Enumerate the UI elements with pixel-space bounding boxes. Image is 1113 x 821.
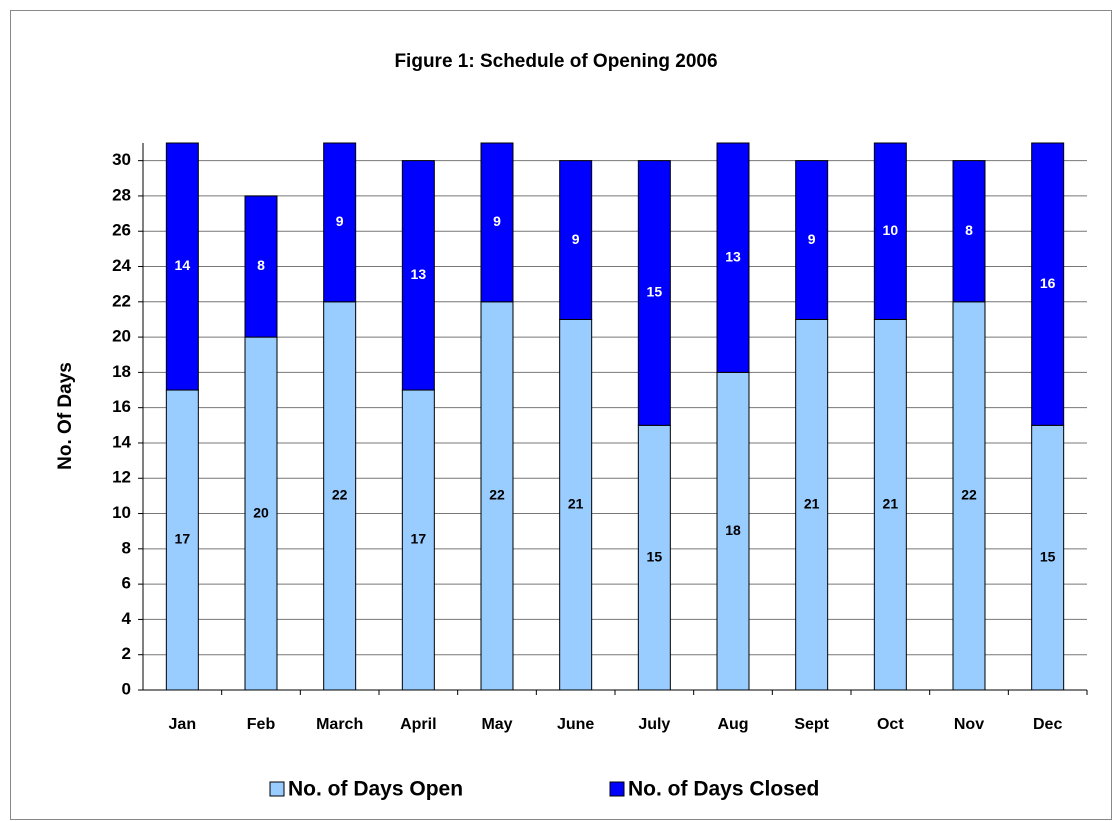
y-tick-label: 6 [122, 574, 131, 593]
bar-segment [559, 318, 593, 691]
bar-segment [165, 389, 199, 691]
bar-segment [1031, 142, 1065, 426]
value-label: 21 [883, 495, 899, 511]
x-tick-label: Dec [1033, 716, 1062, 733]
bar-segment [637, 424, 671, 691]
y-tick-label: 20 [112, 327, 131, 346]
bar-segment [401, 160, 435, 391]
bar-segment [244, 336, 278, 691]
bar-segment [873, 318, 907, 691]
value-label: 9 [572, 231, 580, 247]
value-label: 21 [568, 495, 584, 511]
bar-segment [480, 301, 514, 691]
value-label: 22 [961, 487, 977, 503]
value-label: 15 [1040, 548, 1056, 564]
value-label: 13 [725, 248, 741, 264]
value-label: 9 [336, 213, 344, 229]
y-tick-label: 14 [112, 432, 131, 451]
y-tick-label: 16 [112, 397, 131, 416]
legend-swatch [269, 781, 285, 797]
x-tick-label: Sept [794, 716, 829, 733]
y-tick-label: 26 [112, 221, 131, 240]
bar-segment [323, 301, 357, 691]
x-tick-label: Aug [717, 716, 748, 733]
value-label: 9 [808, 231, 816, 247]
value-label: 10 [883, 222, 899, 238]
bar-segment [873, 142, 907, 320]
value-label: 22 [332, 487, 348, 503]
x-tick-label: Feb [247, 716, 276, 733]
value-label: 21 [804, 495, 820, 511]
value-label: 14 [175, 257, 191, 273]
value-label: 16 [1040, 275, 1056, 291]
bar-segment [559, 160, 593, 320]
x-tick-label: June [557, 716, 594, 733]
x-tick-label: April [400, 716, 436, 733]
y-tick-label: 2 [122, 644, 131, 663]
value-label: 15 [647, 548, 663, 564]
bar-segment [952, 160, 986, 303]
x-tick-label: Nov [954, 716, 984, 733]
y-tick-label: 4 [122, 609, 132, 628]
value-label: 20 [253, 504, 269, 520]
y-tick-label: 30 [112, 150, 131, 169]
value-label: 15 [647, 284, 663, 300]
value-label: 22 [489, 487, 505, 503]
legend-swatch [609, 781, 625, 797]
x-tick-label: Jan [169, 716, 197, 733]
x-tick-label: May [481, 716, 512, 733]
bar-segment [165, 142, 199, 391]
chart-title: Figure 1: Schedule of Opening 2006 [394, 51, 717, 72]
x-tick-label: July [638, 716, 670, 733]
value-label: 18 [725, 522, 741, 538]
y-tick-label: 0 [122, 679, 131, 698]
bar-segment [637, 160, 671, 426]
value-label: 17 [411, 531, 427, 547]
value-label: 13 [411, 266, 427, 282]
y-tick-label: 28 [112, 185, 131, 204]
x-tick-label: March [316, 716, 363, 733]
legend-label: No. of Days Open [288, 778, 463, 801]
y-tick-label: 24 [112, 256, 131, 275]
value-label: 8 [257, 257, 265, 273]
y-axis-label: No. Of Days [55, 362, 76, 470]
bar-segment [795, 318, 829, 691]
y-tick-label: 8 [122, 538, 131, 557]
bar-segment [795, 160, 829, 320]
value-label: 8 [965, 222, 973, 238]
legend-label: No. of Days Closed [628, 778, 819, 801]
y-tick-label: 22 [112, 291, 131, 310]
bar-segment [480, 142, 514, 303]
bar-segment [244, 195, 278, 338]
value-label: 17 [175, 531, 191, 547]
y-tick-label: 12 [112, 468, 131, 487]
y-tick-label: 18 [112, 362, 131, 381]
bar-segment [323, 142, 357, 303]
y-tick-label: 10 [112, 503, 131, 522]
x-tick-label: Oct [877, 716, 904, 733]
value-label: 9 [493, 213, 501, 229]
bar-segment [716, 142, 750, 373]
